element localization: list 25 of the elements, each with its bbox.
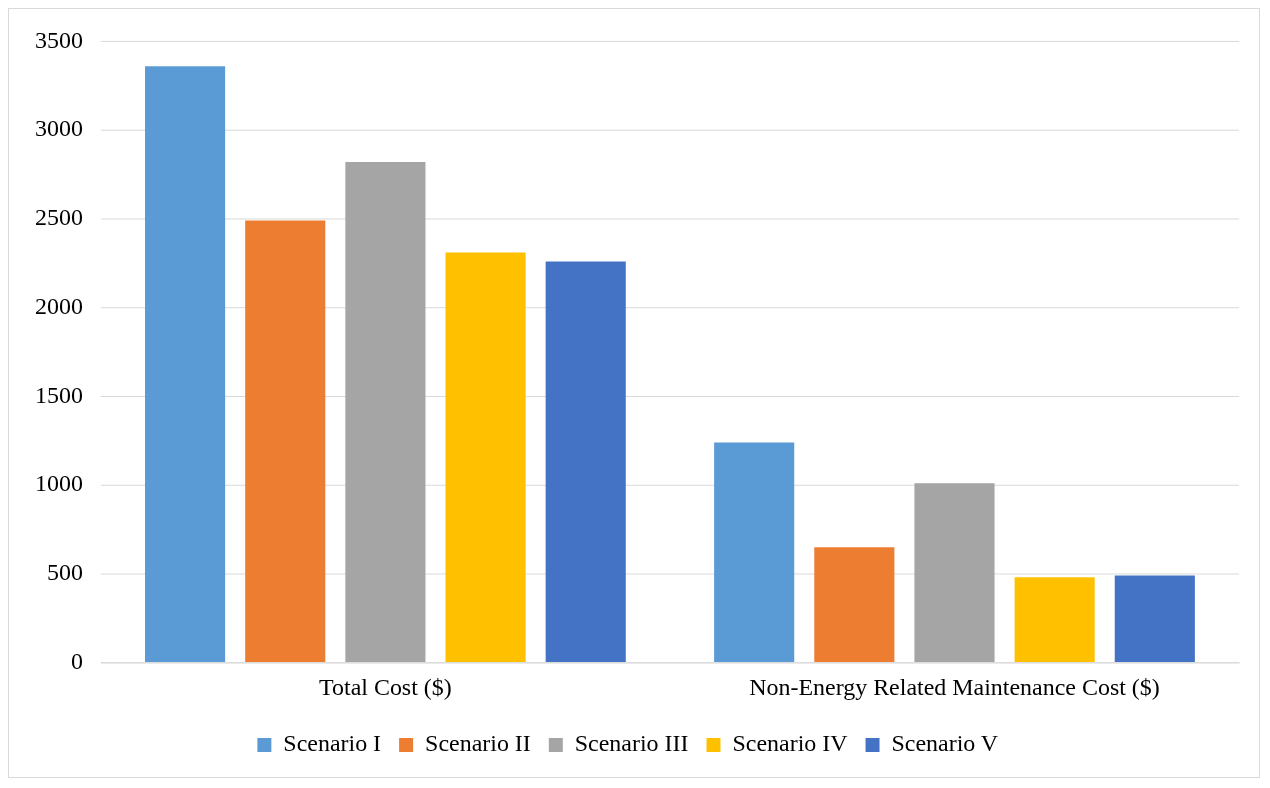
legend-label: Scenario III <box>574 730 689 757</box>
legend-label: Scenario II <box>425 730 531 757</box>
y-tick-label: 0 <box>70 647 83 674</box>
legend-label: Scenario I <box>283 730 382 757</box>
bar <box>1114 575 1195 662</box>
bar <box>814 547 895 662</box>
bar <box>345 162 426 662</box>
y-tick-label: 1500 <box>34 381 83 408</box>
bar <box>445 252 526 662</box>
y-tick-label: 2000 <box>34 292 83 319</box>
y-tick-label: 3500 <box>34 26 83 53</box>
bar <box>245 220 326 662</box>
y-tick-label: 3000 <box>34 115 83 142</box>
bar <box>914 483 995 662</box>
y-tick-label: 2500 <box>34 204 83 231</box>
bar <box>145 66 226 662</box>
bar <box>545 261 626 662</box>
y-tick-label: 1000 <box>34 470 83 497</box>
bar <box>714 442 795 662</box>
legend-label: Scenario IV <box>732 730 849 757</box>
bar <box>1014 577 1095 662</box>
y-tick-label: 500 <box>46 559 83 586</box>
x-tick-label: Non-Energy Related Maintenance Cost ($) <box>749 674 1160 701</box>
x-tick-label: Total Cost ($) <box>319 674 452 701</box>
legend-label: Scenario V <box>891 730 999 757</box>
